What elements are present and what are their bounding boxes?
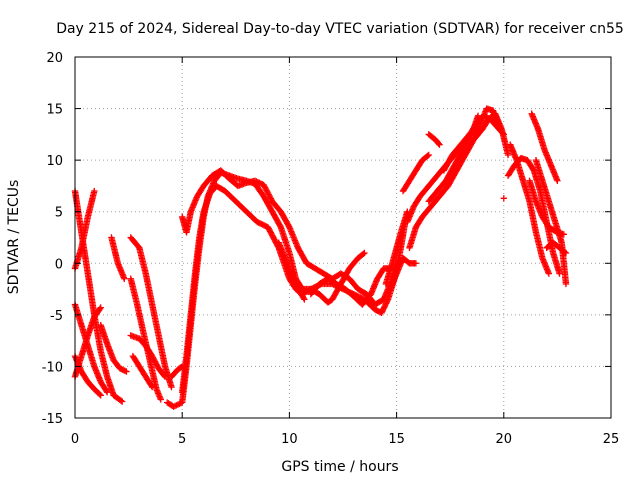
- series-track-r: [382, 208, 411, 288]
- y-tick-label: 15: [46, 103, 63, 118]
- series-track-e: [71, 352, 104, 399]
- series-track-f: [97, 321, 130, 375]
- x-tick-label: 5: [178, 432, 186, 447]
- plot-frame: [74, 56, 612, 419]
- y-axis-label: SDTVAR / TECUs: [6, 180, 22, 295]
- series-track-ad: [532, 156, 570, 288]
- series-track-o: [179, 167, 400, 308]
- x-tick-label: 20: [496, 432, 513, 447]
- series-track-j: [127, 332, 169, 380]
- series-track-s: [386, 254, 420, 293]
- series-track-t: [399, 151, 432, 195]
- series-track-p: [275, 239, 308, 303]
- series-track-h: [127, 234, 175, 391]
- series-track-z: [500, 195, 507, 202]
- y-tick-label: 10: [46, 154, 63, 169]
- series-track-g: [108, 234, 128, 282]
- series-track-y: [440, 105, 503, 174]
- y-tick-label: 0: [55, 257, 63, 272]
- grid-lines: [75, 57, 611, 418]
- x-tick-label: 15: [388, 432, 405, 447]
- series-track-ae: [526, 177, 568, 238]
- y-tick-label: -10: [42, 360, 63, 375]
- series-track-ab: [507, 141, 553, 277]
- x-tick-label: 25: [603, 432, 620, 447]
- x-axis-label: GPS time / hours: [281, 459, 398, 475]
- y-tick-label: -15: [42, 412, 63, 427]
- series-track-q: [307, 265, 394, 308]
- series-track-k: [129, 352, 156, 391]
- x-tick-label: 10: [281, 432, 298, 447]
- axis-ticks: 0 5 10 15 20 25 -15 -10 -5 0 5 10 15 20: [42, 51, 620, 447]
- y-tick-label: 5: [55, 206, 63, 221]
- data-points: [71, 105, 570, 410]
- y-tick-label: 20: [46, 51, 63, 66]
- series-track-af: [543, 239, 570, 257]
- y-tick-label: -5: [50, 309, 63, 324]
- x-tick-label: 0: [71, 432, 79, 447]
- series-track-ac: [528, 110, 561, 184]
- chart-title: Day 215 of 2024, Sidereal Day-to-day VTE…: [56, 21, 624, 37]
- series-track-x: [425, 131, 443, 148]
